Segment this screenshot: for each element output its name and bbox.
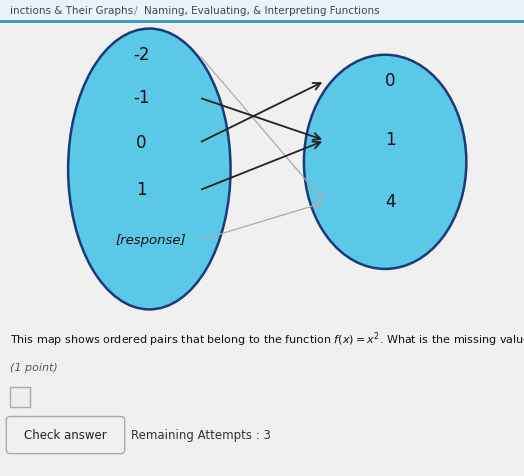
FancyBboxPatch shape (6, 416, 125, 454)
Text: 0: 0 (136, 134, 147, 152)
Text: Naming, Evaluating, & Interpreting Functions: Naming, Evaluating, & Interpreting Funct… (144, 6, 380, 17)
Text: Check answer: Check answer (24, 428, 107, 442)
FancyBboxPatch shape (0, 0, 524, 21)
Text: 0: 0 (385, 72, 396, 90)
Text: -1: -1 (133, 89, 150, 107)
Text: Remaining Attempts : 3: Remaining Attempts : 3 (131, 428, 271, 442)
Text: 4: 4 (385, 193, 396, 211)
Text: 1: 1 (136, 181, 147, 199)
Text: 1: 1 (385, 131, 396, 149)
Text: (1 point): (1 point) (10, 363, 58, 373)
Ellipse shape (304, 55, 466, 269)
Text: [response]: [response] (115, 234, 186, 247)
Text: This map shows ordered pairs that belong to the function $f(x) = x^2$. What is t: This map shows ordered pairs that belong… (10, 331, 524, 349)
Ellipse shape (68, 29, 231, 309)
Text: /: / (134, 6, 137, 17)
Text: inctions & Their Graphs: inctions & Their Graphs (10, 6, 134, 17)
FancyBboxPatch shape (10, 387, 30, 407)
Text: -2: -2 (133, 46, 150, 64)
